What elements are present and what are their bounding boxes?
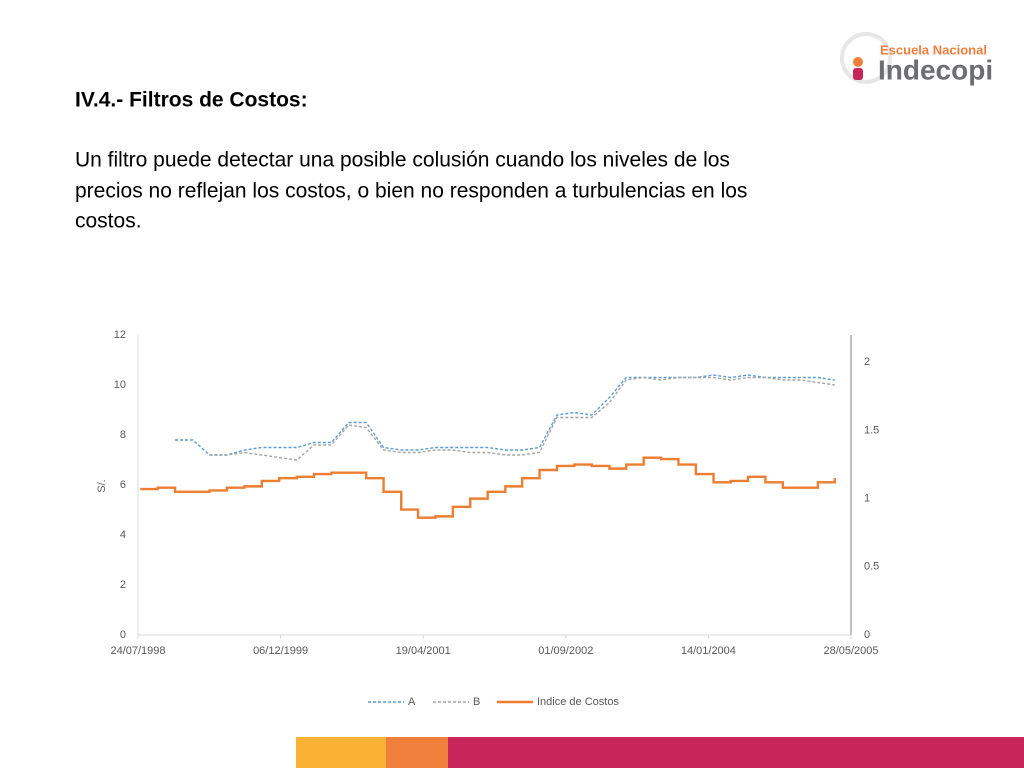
x-tick-label: 14/01/2004: [681, 645, 736, 657]
series-line: [140, 456, 836, 519]
y-tick-label: 4: [120, 529, 126, 541]
x-tick-label: 01/09/2002: [538, 645, 593, 657]
footer-bar: [296, 737, 386, 768]
legend-label: Indice de Costos: [537, 696, 619, 708]
x-tick-label: 28/05/2005: [823, 645, 878, 657]
series-line: [209, 376, 835, 461]
y-tick-label: 8: [120, 429, 126, 441]
y-tick-label: 12: [114, 329, 126, 341]
legend-label: A: [408, 696, 416, 708]
heading: IV.4.- Filtros de Costos:: [75, 89, 308, 112]
y-tick-label: 2: [120, 579, 126, 591]
x-tick-label: 06/12/1999: [253, 645, 308, 657]
paragraph-line: precios no reflejan los costos, o bien n…: [75, 180, 747, 203]
logo-ring: [840, 32, 892, 84]
logo-body: [853, 68, 863, 80]
y-axis-label: S/.: [96, 479, 108, 492]
logo-line2: Indecopi: [878, 54, 993, 85]
y-tick-label: 0: [120, 629, 126, 641]
y-tick-label: 6: [120, 479, 126, 491]
y2-tick-label: 1.5: [864, 424, 879, 436]
paragraph-line: costos.: [75, 210, 142, 233]
series-line: [175, 374, 835, 456]
y2-tick-label: 0.5: [864, 561, 879, 573]
footer-bar: [386, 737, 448, 768]
legend-label: B: [473, 696, 480, 708]
footer-bar: [448, 737, 1024, 768]
y2-tick-label: 1: [864, 493, 870, 505]
logo-line1: Escuela Nacional: [880, 42, 987, 57]
x-tick-label: 24/07/1998: [110, 645, 165, 657]
y2-tick-label: 2: [864, 356, 870, 368]
logo-dot: [853, 57, 863, 67]
y-tick-label: 10: [114, 379, 126, 391]
paragraph-line: Un filtro puede detectar una posible col…: [75, 149, 730, 172]
y2-tick-label: 0: [864, 629, 870, 641]
x-tick-label: 19/04/2001: [396, 645, 451, 657]
